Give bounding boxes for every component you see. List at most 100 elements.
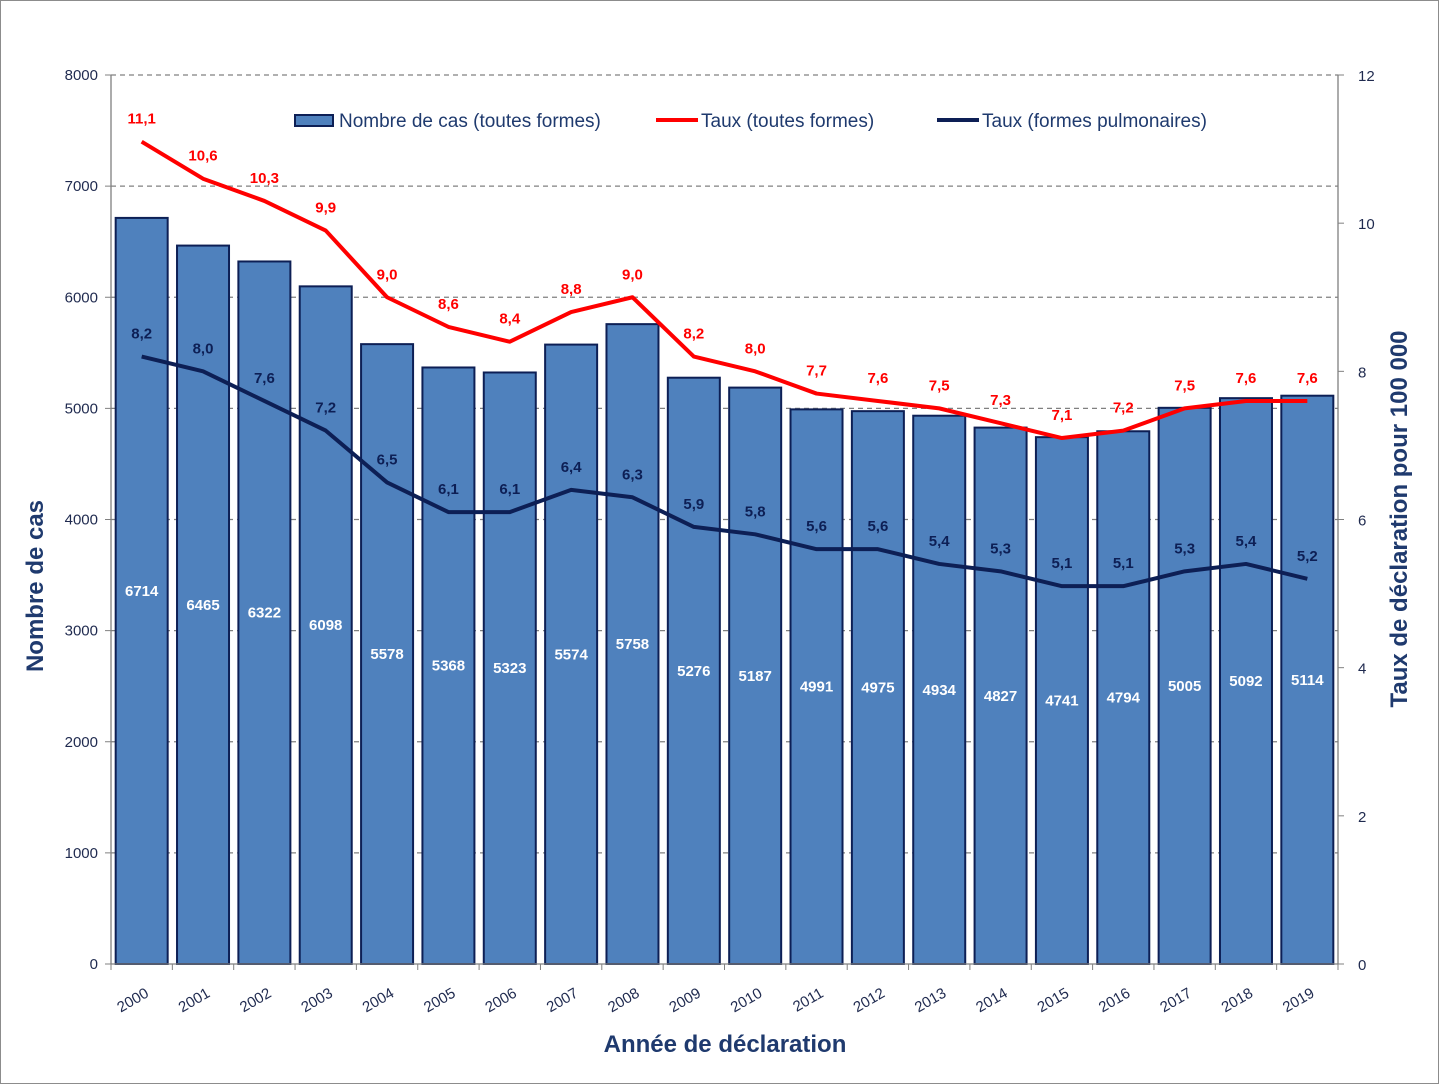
x-tick-label: 2000	[114, 985, 151, 1016]
y-tick-label: 4000	[65, 512, 98, 529]
line-data-label: 9,0	[622, 266, 643, 283]
y-tick-label: 0	[90, 956, 98, 973]
bar	[237, 260, 292, 965]
y2-tick-label: 6	[1358, 513, 1366, 530]
x-tick-label: 2002	[237, 985, 274, 1016]
y2-axis-title: Taux de déclaration pour 100 000	[1386, 330, 1413, 707]
bar-data-label: 4934	[923, 682, 957, 699]
y-tick-label: 3000	[65, 623, 98, 640]
bar-data-label: 4794	[1107, 690, 1141, 707]
x-tick-label: 2014	[973, 985, 1010, 1016]
bar-data-label: 4975	[861, 680, 894, 697]
line-taux-toutes-formes	[140, 139, 1308, 441]
bar-data-label: 6322	[248, 605, 281, 622]
line-data-label: 9,0	[377, 266, 398, 283]
line-data-label: 5,1	[1051, 555, 1072, 572]
y-tick-label: 5000	[65, 400, 98, 417]
line-data-label: 6,3	[622, 466, 643, 483]
legend-swatch-bar	[294, 114, 334, 127]
x-tick-label: 2006	[482, 985, 519, 1016]
bar-data-label: 5005	[1168, 678, 1201, 695]
line-data-label: 7,2	[1113, 400, 1134, 417]
line-data-label: 10,6	[188, 148, 217, 165]
bar-data-label: 4827	[984, 688, 1017, 705]
y2-tick-label: 8	[1358, 364, 1366, 381]
bar-data-label: 6714	[125, 583, 159, 600]
x-tick-label: 2017	[1157, 985, 1194, 1016]
bar	[850, 410, 905, 965]
bar-data-label: 4741	[1045, 693, 1078, 710]
bar-data-label: 4991	[800, 679, 833, 696]
bar-data-label: 5323	[493, 660, 526, 677]
bar	[912, 414, 967, 966]
line-data-label: 10,3	[250, 170, 279, 187]
line-data-label: 9,9	[315, 200, 336, 217]
y-tick-label: 2000	[65, 734, 98, 751]
line-data-label: 5,6	[806, 518, 827, 535]
line-data-label: 5,6	[867, 518, 888, 535]
bar	[1157, 406, 1212, 965]
line-data-label: 5,3	[990, 540, 1011, 557]
bar	[298, 285, 353, 965]
line-data-label: 7,5	[929, 377, 950, 394]
x-tick-label: 2015	[1035, 985, 1072, 1016]
bar	[360, 343, 415, 965]
line-data-label: 5,1	[1113, 555, 1134, 572]
y-tick-label: 1000	[65, 845, 98, 862]
x-tick-label: 2012	[850, 985, 887, 1016]
line-data-label: 7,6	[867, 370, 888, 387]
line-data-label: 8,6	[438, 296, 459, 313]
line-data-label: 5,8	[745, 503, 766, 520]
bar	[666, 376, 721, 965]
line-data-label: 5,9	[683, 496, 704, 513]
x-tick-label: 2018	[1219, 985, 1256, 1016]
line-data-label: 8,8	[561, 281, 582, 298]
x-tick-label: 2013	[912, 985, 949, 1016]
line-data-label: 7,6	[1297, 370, 1318, 387]
line-data-label: 7,2	[315, 400, 336, 417]
bar-data-label: 5578	[370, 646, 403, 663]
bar	[789, 408, 844, 965]
x-tick-label: 2009	[666, 985, 703, 1016]
x-tick-label: 2004	[360, 985, 397, 1016]
bar-data-label: 5187	[738, 668, 771, 685]
y2-tick-label: 2	[1358, 809, 1366, 826]
bar	[1280, 394, 1335, 966]
line-data-label: 6,4	[561, 459, 583, 476]
line-data-label: 7,6	[1236, 370, 1257, 387]
legend-label: Taux (formes pulmonaires)	[982, 111, 1207, 132]
x-tick-label: 2008	[605, 985, 642, 1016]
line-data-label: 8,4	[499, 311, 521, 328]
line-data-label: 11,1	[127, 111, 155, 128]
bar	[1218, 397, 1273, 965]
bar-data-label: 5276	[677, 663, 710, 680]
line-data-label: 6,1	[438, 481, 459, 498]
legend-label: Taux (toutes formes)	[701, 111, 874, 132]
x-tick-label: 2019	[1280, 985, 1317, 1016]
bar	[544, 343, 599, 966]
bar-data-label: 5574	[554, 646, 588, 663]
y2-tick-label: 10	[1358, 216, 1375, 233]
y-axis-title: Nombre de cas	[22, 500, 49, 672]
line-taux-pulmonaires	[141, 354, 1308, 589]
line-data-label: 7,5	[1174, 377, 1195, 394]
x-tick-label: 2001	[176, 985, 213, 1016]
bar-data-label: 5368	[432, 658, 465, 675]
line-data-label: 7,1	[1051, 407, 1072, 424]
y2-tick-label: 12	[1358, 68, 1375, 85]
line-data-label: 5,2	[1297, 548, 1318, 565]
line-data-label: 8,2	[131, 326, 152, 343]
x-tick-label: 2003	[298, 985, 335, 1016]
line-data-label: 5,3	[1174, 540, 1195, 557]
x-tick-label: 2010	[728, 985, 765, 1016]
line-data-label: 5,4	[929, 533, 951, 550]
line-data-label: 6,5	[377, 451, 398, 468]
x-tick-label: 2007	[544, 985, 581, 1016]
bar	[728, 386, 783, 966]
line-data-label: 8,2	[683, 326, 704, 343]
line-data-label: 5,4	[1236, 533, 1258, 550]
x-tick-label: 2005	[421, 985, 458, 1016]
legend-label: Nombre de cas (toutes formes)	[339, 111, 601, 132]
